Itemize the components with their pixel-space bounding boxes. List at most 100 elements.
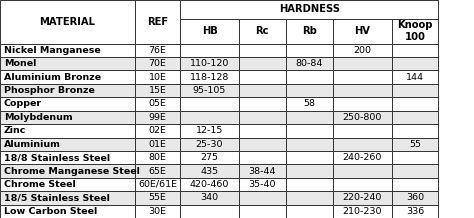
Bar <box>180 151 239 164</box>
Text: 80E: 80E <box>149 153 166 162</box>
Bar <box>0 44 135 57</box>
Bar <box>286 84 333 97</box>
Bar <box>286 111 333 124</box>
Bar <box>392 19 438 44</box>
Text: 58: 58 <box>303 99 315 109</box>
Bar <box>286 124 333 138</box>
Text: 10E: 10E <box>149 73 166 82</box>
Bar <box>286 164 333 178</box>
Text: HARDNESS: HARDNESS <box>279 4 340 14</box>
Bar <box>392 164 438 178</box>
Bar <box>333 111 392 124</box>
Text: Knoop
100: Knoop 100 <box>397 20 433 42</box>
Text: REF: REF <box>147 17 168 27</box>
Bar <box>239 204 286 218</box>
Text: Chrome Manganese Steel: Chrome Manganese Steel <box>4 167 140 175</box>
Bar <box>0 0 135 44</box>
Bar <box>333 70 392 84</box>
Text: HB: HB <box>201 26 218 36</box>
Bar <box>180 19 239 44</box>
Bar <box>286 191 333 204</box>
Text: 30E: 30E <box>149 207 166 216</box>
Bar <box>333 19 392 44</box>
Text: 18/8 Stainless Steel: 18/8 Stainless Steel <box>4 153 110 162</box>
Text: 05E: 05E <box>149 99 166 109</box>
Bar <box>333 57 392 70</box>
Text: 70E: 70E <box>149 59 166 68</box>
Bar <box>0 191 135 204</box>
Text: 220-240: 220-240 <box>342 193 382 202</box>
Bar <box>135 151 180 164</box>
Text: 240-260: 240-260 <box>342 153 382 162</box>
Bar <box>239 44 286 57</box>
Bar <box>392 204 438 218</box>
Bar <box>135 84 180 97</box>
Bar <box>180 44 239 57</box>
Text: 15E: 15E <box>149 86 166 95</box>
Bar <box>0 70 135 84</box>
Bar <box>0 124 135 138</box>
Bar <box>239 57 286 70</box>
Bar <box>333 84 392 97</box>
Bar <box>180 97 239 111</box>
Text: 55: 55 <box>409 140 421 149</box>
Bar <box>333 138 392 151</box>
Bar <box>286 70 333 84</box>
Bar <box>333 164 392 178</box>
Bar <box>239 124 286 138</box>
Text: 336: 336 <box>406 207 424 216</box>
Bar <box>0 84 135 97</box>
Bar <box>286 138 333 151</box>
Bar <box>392 151 438 164</box>
Bar <box>135 57 180 70</box>
Text: 60E/61E: 60E/61E <box>138 180 177 189</box>
Text: 99E: 99E <box>149 113 166 122</box>
Text: 65E: 65E <box>149 167 166 175</box>
Text: HV: HV <box>354 26 370 36</box>
Bar <box>392 178 438 191</box>
Text: 420-460: 420-460 <box>190 180 229 189</box>
Bar <box>0 57 135 70</box>
Text: 76E: 76E <box>149 46 166 55</box>
Text: 95-105: 95-105 <box>193 86 226 95</box>
Bar <box>333 178 392 191</box>
Bar <box>333 97 392 111</box>
Text: 12-15: 12-15 <box>196 126 223 135</box>
Bar <box>239 97 286 111</box>
Text: 435: 435 <box>201 167 219 175</box>
Text: 25-30: 25-30 <box>196 140 223 149</box>
Bar <box>135 124 180 138</box>
Text: Nickel Manganese: Nickel Manganese <box>4 46 100 55</box>
Bar <box>0 97 135 111</box>
Bar <box>0 204 135 218</box>
Bar <box>180 70 239 84</box>
Bar <box>333 191 392 204</box>
Text: Zinc: Zinc <box>4 126 26 135</box>
Text: 110-120: 110-120 <box>190 59 229 68</box>
Text: Aluminium Bronze: Aluminium Bronze <box>4 73 101 82</box>
Bar <box>180 191 239 204</box>
Bar <box>0 164 135 178</box>
Bar <box>392 44 438 57</box>
Bar <box>0 138 135 151</box>
Bar <box>135 204 180 218</box>
Text: 18/5 Stainless Steel: 18/5 Stainless Steel <box>4 193 109 202</box>
Bar <box>392 111 438 124</box>
Bar <box>180 204 239 218</box>
Bar <box>135 178 180 191</box>
Bar <box>239 84 286 97</box>
Text: Low Carbon Steel: Low Carbon Steel <box>4 207 97 216</box>
Bar <box>180 57 239 70</box>
Text: 144: 144 <box>406 73 424 82</box>
Bar <box>180 111 239 124</box>
Bar <box>135 0 180 44</box>
Bar <box>239 70 286 84</box>
Bar <box>0 151 135 164</box>
Bar <box>286 178 333 191</box>
Text: Rc: Rc <box>255 26 269 36</box>
Bar <box>135 164 180 178</box>
Text: Phosphor Bronze: Phosphor Bronze <box>4 86 95 95</box>
Text: 35-40: 35-40 <box>248 180 276 189</box>
Bar <box>392 57 438 70</box>
Bar <box>239 111 286 124</box>
